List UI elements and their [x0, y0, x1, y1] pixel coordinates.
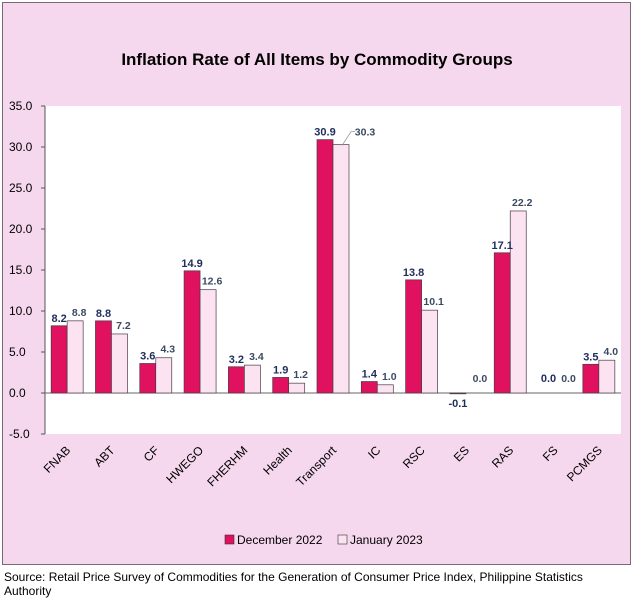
bar-january-2023 — [244, 364, 261, 394]
data-label-january-2023: 1.2 — [293, 369, 308, 381]
x-tick-label: HWEGO — [163, 443, 206, 486]
bar-december-2022 — [183, 270, 201, 394]
x-tick-label: RAS — [489, 443, 516, 470]
chart-area: Inflation Rate of All Items by Commodity… — [2, 2, 631, 565]
y-tick-label: 30.0 — [9, 140, 33, 154]
data-label-january-2023: 4.0 — [604, 346, 619, 358]
data-label-december-2022: 3.2 — [229, 354, 244, 366]
data-label-january-2023: 10.1 — [423, 296, 444, 308]
data-label-january-2023: 8.8 — [72, 307, 87, 319]
bar-december-2022 — [139, 363, 157, 394]
y-tick-label: -5.0 — [9, 427, 30, 441]
x-tick-label: RSC — [400, 443, 428, 471]
legend-label-jan: January 2023 — [350, 533, 423, 547]
bar-january-2023 — [332, 144, 350, 394]
data-label-january-2023: 1.0 — [382, 371, 397, 383]
source-note: Source: Retail Price Survey of Commoditi… — [4, 570, 583, 598]
data-label-december-2022: 17.1 — [492, 240, 513, 252]
data-label-december-2022: 13.8 — [403, 267, 424, 279]
bar-december-2022 — [228, 366, 245, 394]
y-tick-label: 5.0 — [9, 345, 26, 359]
data-label-december-2022: 8.2 — [52, 313, 67, 325]
legend-swatch-jan — [337, 534, 348, 545]
x-tick-label: FHERHM — [204, 443, 250, 489]
data-label-january-2023: 22.2 — [512, 197, 533, 209]
bar-december-2022 — [360, 381, 378, 394]
x-tick-label: IC — [365, 443, 384, 462]
bar-january-2023 — [111, 333, 128, 394]
data-label-december-2022: 1.4 — [362, 369, 378, 381]
bar-december-2022 — [449, 392, 467, 395]
bar-december-2022 — [95, 320, 112, 394]
bar-december-2022 — [582, 363, 600, 394]
y-tick-label: 10.0 — [9, 304, 33, 318]
data-label-december-2022: 30.9 — [314, 127, 335, 139]
bar-december-2022 — [316, 139, 334, 394]
legend: December 2022 January 2023 — [224, 533, 423, 547]
data-label-january-2023: 12.6 — [202, 276, 223, 288]
bar-january-2023 — [421, 309, 438, 394]
bar-january-2023 — [376, 384, 394, 394]
data-label-january-2023: 7.2 — [116, 320, 131, 332]
bar-january-2023 — [199, 289, 217, 394]
data-label-january-2023: 3.4 — [249, 351, 264, 363]
data-label-december-2022: 3.5 — [583, 351, 598, 363]
bar-december-2022 — [405, 279, 422, 394]
x-tick-label: PCMGS — [564, 443, 605, 484]
y-tick-label: 35.0 — [9, 99, 33, 113]
data-label-january-2023: 30.3 — [355, 127, 376, 139]
bar-january-2023 — [155, 357, 173, 394]
bar-january-2023 — [288, 382, 306, 394]
bar-december-2022 — [50, 325, 68, 394]
data-label-december-2022: 1.9 — [273, 364, 288, 376]
x-tick-label: FNAB — [41, 443, 74, 476]
data-label-december-2022: 14.9 — [181, 258, 202, 270]
x-tick-label: Health — [260, 443, 294, 477]
bar-december-2022 — [272, 377, 290, 394]
x-tick-label: Transport — [293, 443, 339, 489]
x-tick-label: CF — [141, 443, 162, 464]
bar-chart: Inflation Rate of All Items by Commodity… — [9, 50, 621, 547]
x-tick-label: FS — [540, 443, 561, 464]
y-tick-label: 25.0 — [9, 181, 33, 195]
y-tick-label: 20.0 — [9, 222, 33, 236]
bar-january-2023 — [598, 359, 616, 394]
y-tick-label: 15.0 — [9, 263, 33, 277]
data-label-december-2022: 0.0 — [541, 373, 556, 385]
bar-january-2023 — [66, 320, 84, 394]
y-tick-label: 0.0 — [9, 386, 26, 400]
bar-december-2022 — [493, 252, 511, 394]
x-tick-label: ES — [451, 443, 472, 464]
data-label-december-2022: 8.8 — [96, 308, 111, 320]
chart-title: Inflation Rate of All Items by Commodity… — [121, 50, 512, 69]
bar-january-2023 — [509, 210, 527, 394]
data-label-january-2023: 0.0 — [473, 373, 488, 385]
data-label-december-2022: -0.1 — [448, 398, 467, 410]
legend-swatch-dec — [224, 534, 235, 545]
leader-line — [341, 131, 355, 146]
data-label-december-2022: 3.6 — [140, 350, 155, 362]
data-label-january-2023: 4.3 — [160, 344, 175, 356]
legend-label-dec: December 2022 — [237, 533, 323, 547]
data-label-january-2023: 0.0 — [561, 373, 576, 385]
x-tick-label: ABT — [91, 443, 118, 470]
